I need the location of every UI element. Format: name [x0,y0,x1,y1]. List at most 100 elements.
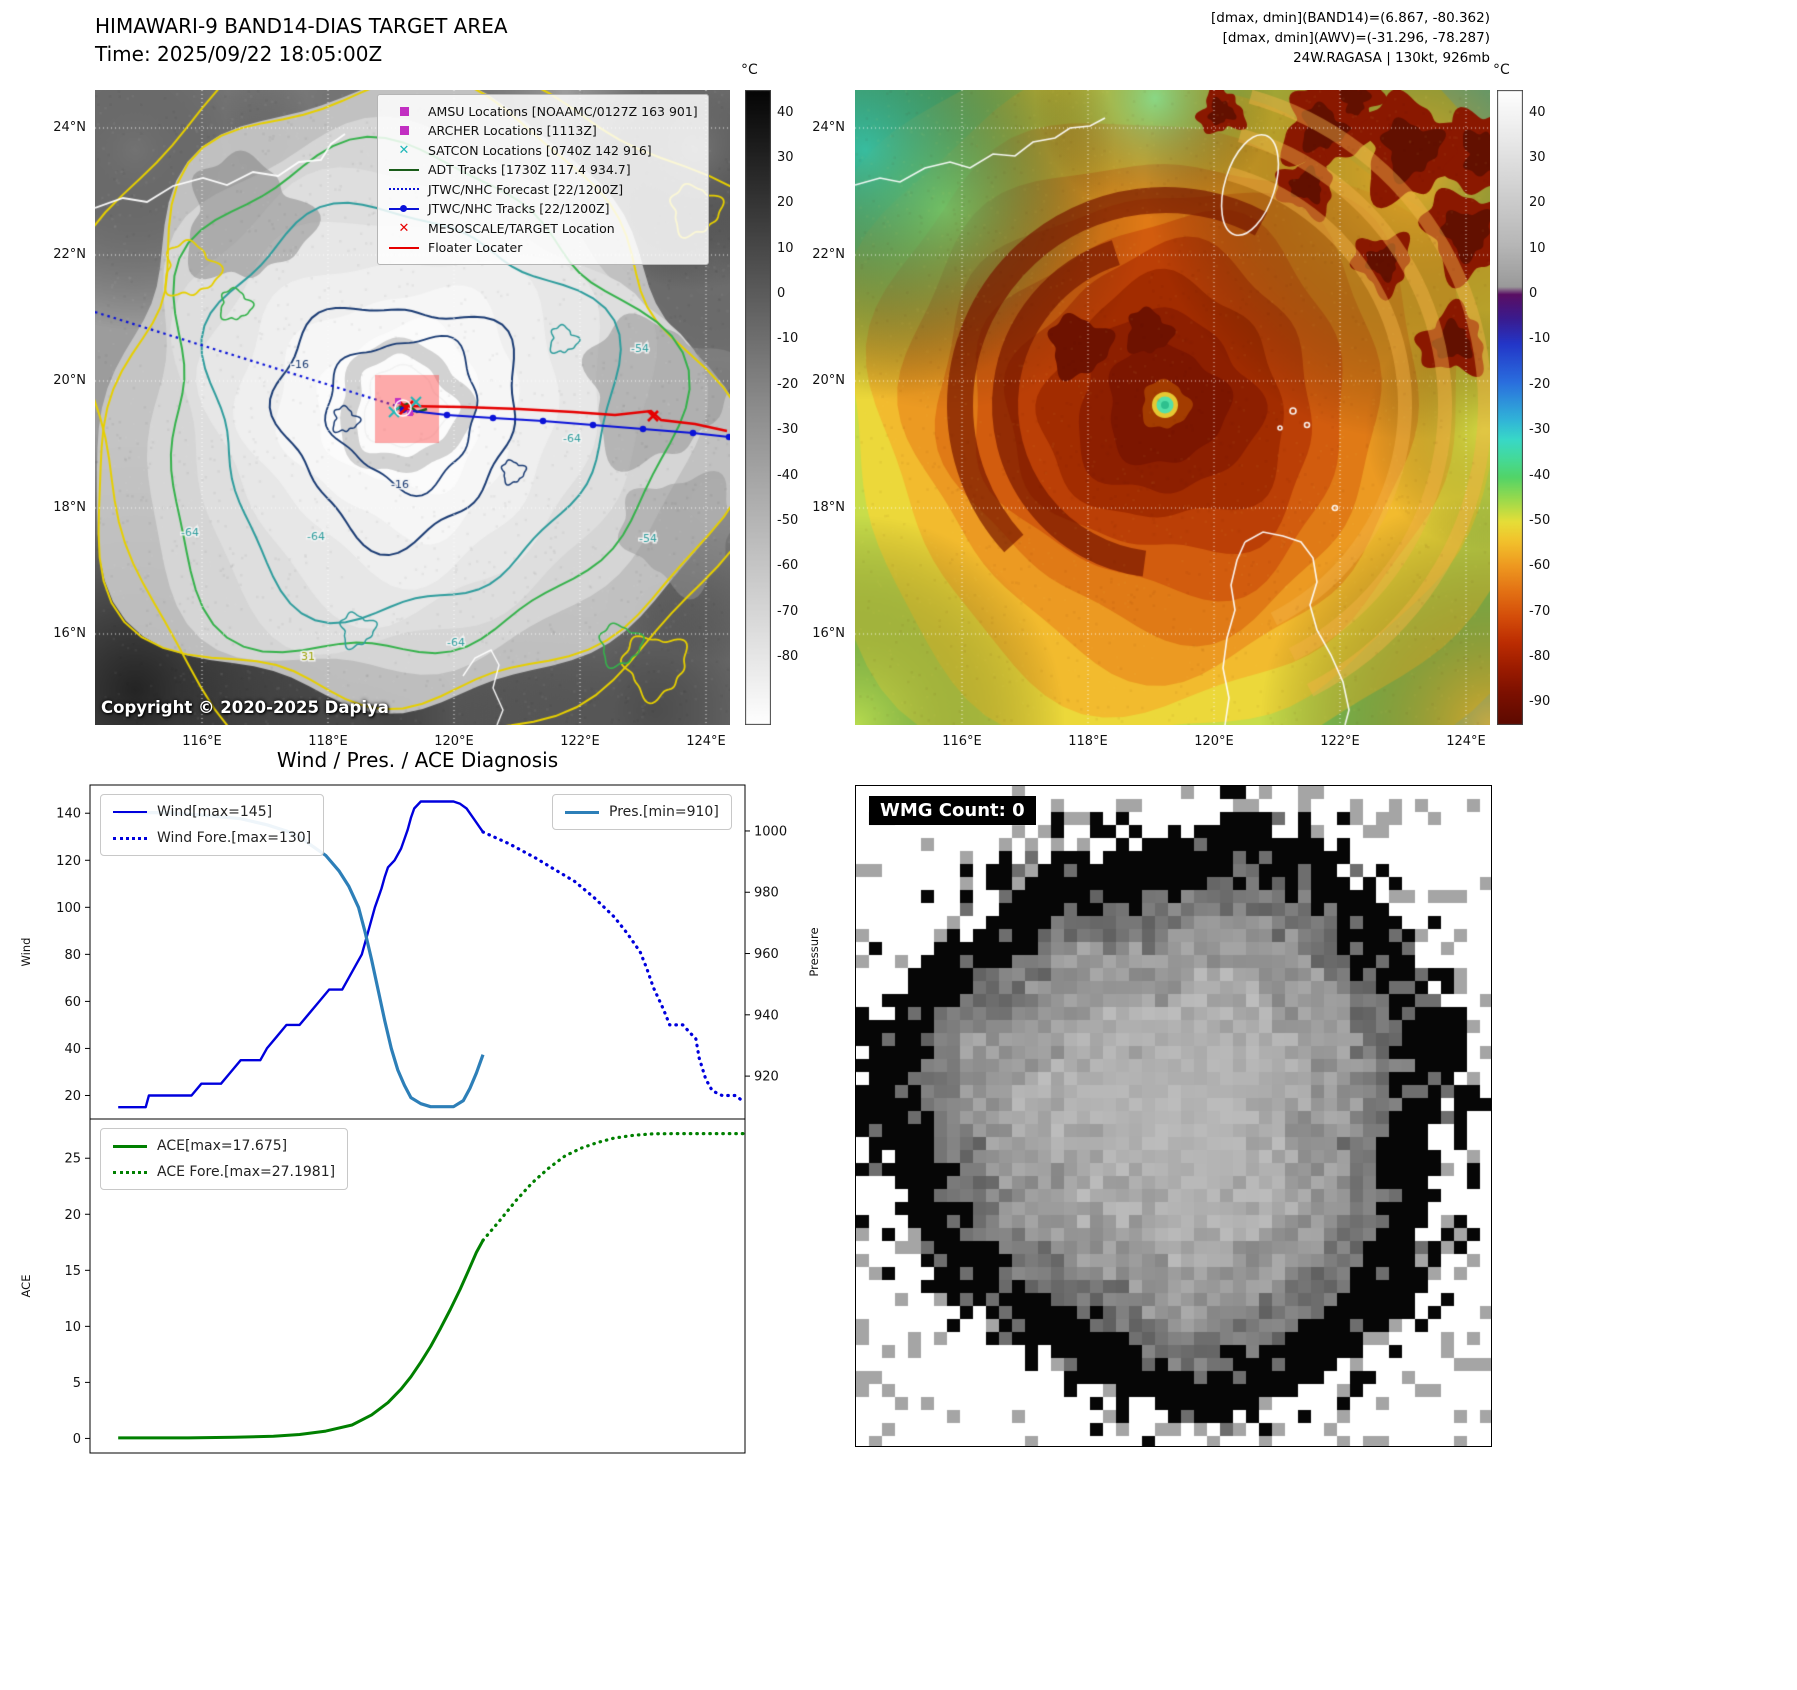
pressure-legend: Pres.[min=910] [552,794,732,830]
diagnosis-title: Wind / Pres. / ACE Diagnosis [276,748,559,772]
band14-colorbar-tick: -30 [777,422,799,438]
awv-colorbar-tick: -90 [1529,694,1551,710]
series-ace-forecast [481,1132,747,1242]
awv-xtick: 122°E [1320,734,1360,749]
awv-colorbar-tick: -20 [1529,376,1551,392]
wind-legend: Wind[max=145] Wind Fore.[max=130] [100,794,325,856]
wind-ytick: 100 [56,901,81,916]
ace-ytick: 0 [73,1432,81,1447]
legend-item: JTWC/NHC Forecast [22/1200Z] [388,180,698,199]
pressure-ytick: 920 [754,1070,779,1085]
legend-label: ACE[max=17.675] [157,1138,288,1154]
legend-label: ARCHER Locations [1113Z] [428,123,597,139]
line-marker-icon [388,246,420,249]
legend-item: ACE[max=17.675] [113,1136,335,1156]
awv-xtick: 116°E [942,734,982,749]
pressure-axis-label: Pressure [807,927,821,976]
awv-header-awv: [dmax, dmin](AWV)=(-31.296, -78.287) [1222,30,1490,46]
wind-ytick: 60 [64,995,81,1010]
legend-item: ✕ SATCON Locations [0740Z 142 916] [388,141,698,160]
storm-name-intensity: 24W.RAGASA | 130kt, 926mb [1293,50,1490,66]
legend-label: MESOSCALE/TARGET Location [428,220,615,236]
awv-ytick: 20°N [812,373,845,388]
dotted-line-marker-icon [113,836,147,840]
legend-item: AMSU Locations [NOAAMC/0127Z 163 901] [388,102,698,121]
line-dot-marker-icon [388,204,420,212]
legend-label: Pres.[min=910] [609,804,719,820]
legend-label: Wind Fore.[max=130] [157,830,312,846]
band14-colorbar-tick: 40 [777,104,794,120]
legend-label: Floater Locater [428,240,523,256]
awv-colorbar-tick: -30 [1529,422,1551,438]
legend-item: Floater Locater [388,239,698,258]
band14-time: Time: 2025/09/22 18:05:00Z [95,42,383,66]
legend-label: ADT Tracks [1730Z 117.4 934.7] [428,162,631,178]
band14-xtick: 122°E [560,734,600,749]
ace-ytick: 10 [64,1320,81,1335]
band14-colorbar-tick: -10 [777,331,799,347]
band14-xtick: 120°E [434,734,474,749]
wind-axis-label: Wind [19,938,33,967]
awv-colorbar-unit: °C [1493,62,1510,78]
awv-colorbar-tick: -40 [1529,467,1551,483]
band14-colorbar-tick: 20 [777,195,794,211]
pressure-ytick: 980 [754,886,779,901]
band14-colorbar-tick: 10 [777,240,794,256]
wind-ytick: 120 [56,854,81,869]
line-marker-icon [388,168,420,171]
series-wind-forecast [481,830,747,1105]
legend-label: Wind[max=145] [157,804,273,820]
band14-xtick: 116°E [182,734,222,749]
pressure-ytick: 1000 [754,824,787,839]
legend-item: ARCHER Locations [1113Z] [388,122,698,141]
awv-header: [dmax, dmin](BAND14)=(6.867, -80.362) [d… [1090,8,1490,68]
legend-item: JTWC/NHC Tracks [22/1200Z] [388,200,698,219]
wind-ytick: 20 [64,1089,81,1104]
legend-item: ADT Tracks [1730Z 117.4 934.7] [388,161,698,180]
pressure-ytick: 940 [754,1008,779,1023]
awv-colorbar-tick: 20 [1529,195,1546,211]
ace-ytick: 5 [73,1376,81,1391]
line-marker-icon [565,810,599,814]
awv-ytick: 18°N [812,500,845,515]
band14-colorbar-tick: -50 [777,512,799,528]
awv-colorbar [1497,90,1523,725]
pressure-ytick: 960 [754,947,779,962]
awv-ytick: 16°N [812,626,845,641]
awv-header-band14: [dmax, dmin](BAND14)=(6.867, -80.362) [1210,10,1490,26]
line-marker-icon [113,811,147,813]
wind-ytick: 40 [64,1042,81,1057]
x-marker-icon: ✕ [398,220,410,236]
legend-label: JTWC/NHC Forecast [22/1200Z] [428,181,624,197]
band14-xtick: 124°E [686,734,726,749]
band14-colorbar-tick: 30 [777,150,794,166]
legend-label: ACE Fore.[max=27.1981] [157,1164,336,1180]
band14-legend: AMSU Locations [NOAAMC/0127Z 163 901] ARC… [377,94,709,265]
awv-ytick: 22°N [812,247,845,262]
ace-legend: ACE[max=17.675] ACE Fore.[max=27.1981] [100,1128,349,1190]
band14-colorbar-tick: -20 [777,376,799,392]
awv-colorbar-tick: -60 [1529,558,1551,574]
band14-colorbar-tick: -60 [777,558,799,574]
square-marker-icon [388,126,420,136]
ace-ytick: 20 [64,1208,81,1223]
legend-item: Wind[max=145] [113,802,311,822]
band14-colorbar-tick: -40 [777,467,799,483]
wind-ytick: 80 [64,948,81,963]
band14-xtick: 118°E [308,734,348,749]
wind-ytick: 140 [56,807,81,822]
wmg-image [855,785,1492,1447]
awv-colorbar-tick: -80 [1529,648,1551,664]
band14-ytick: 20°N [53,373,86,388]
band14-ytick: 18°N [53,500,86,515]
band14-ytick: 22°N [53,247,86,262]
ace-ytick: 25 [64,1152,81,1167]
dotted-marker-icon [388,188,420,191]
legend-item: Pres.[min=910] [565,802,719,822]
awv-xtick: 120°E [1194,734,1234,749]
ace-axis-label: ACE [19,1275,33,1298]
band14-ytick: 24°N [53,120,86,135]
awv-xtick: 118°E [1068,734,1108,749]
band14-colorbar [745,90,771,725]
